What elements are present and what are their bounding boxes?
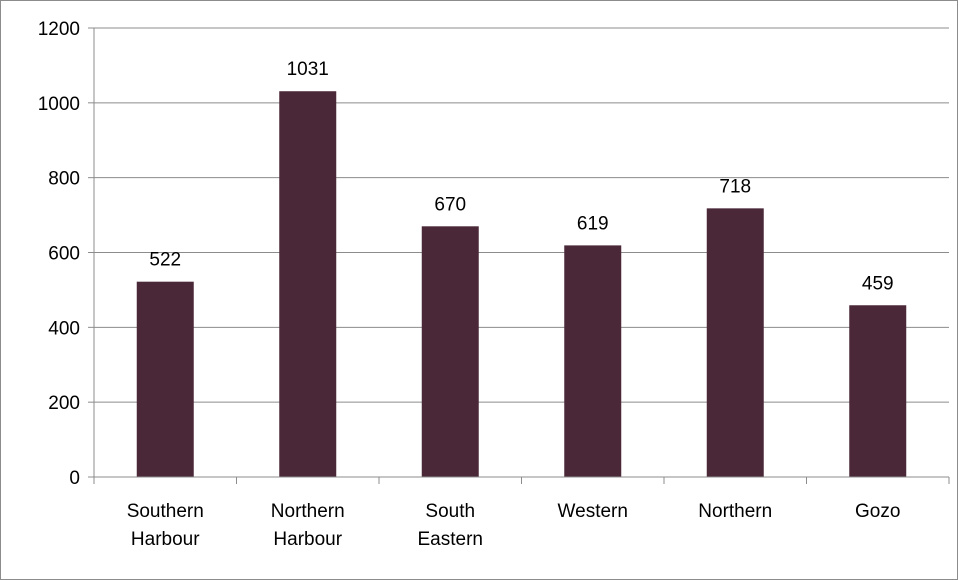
x-tick-label-line: Northern	[271, 501, 345, 522]
data-label: 522	[149, 250, 181, 271]
x-tick-label-line: Northern	[698, 501, 772, 522]
x-tick-label-line: Southern	[127, 501, 204, 522]
y-tick-label: 600	[48, 244, 80, 265]
x-tick-label: Northern Harbour	[271, 501, 345, 550]
x-tick-label-line: Gozo	[855, 501, 900, 522]
x-tick-label: Gozo	[855, 501, 900, 522]
data-label: 1031	[287, 59, 329, 80]
x-tick-label-line: Eastern	[418, 529, 483, 550]
bar	[136, 281, 194, 477]
x-tick-label: Northern	[698, 501, 772, 522]
x-tick-label-line: Harbour	[273, 529, 342, 550]
x-tick-label-line: Western	[558, 501, 628, 522]
data-label: 718	[719, 176, 751, 197]
bar	[279, 91, 337, 478]
bar	[849, 305, 907, 477]
x-tick-label-line: Harbour	[131, 529, 200, 550]
y-tick-label: 0	[69, 468, 80, 489]
bar	[564, 245, 622, 477]
x-tick-label: Southern Harbour	[127, 501, 204, 550]
bar	[706, 208, 764, 477]
bar	[421, 226, 479, 477]
x-tick-label: South Eastern	[418, 501, 483, 550]
y-tick-label: 1200	[38, 19, 80, 40]
y-tick-label: 1000	[38, 94, 80, 115]
y-tick-label: 400	[48, 318, 80, 339]
y-tick-label: 200	[48, 393, 80, 414]
x-tick-label-line: South	[425, 501, 475, 522]
x-tick-label: Western	[558, 501, 628, 522]
y-tick-label: 800	[48, 169, 80, 190]
data-label: 670	[434, 194, 466, 215]
data-label: 459	[862, 273, 894, 294]
data-label: 619	[577, 213, 609, 234]
